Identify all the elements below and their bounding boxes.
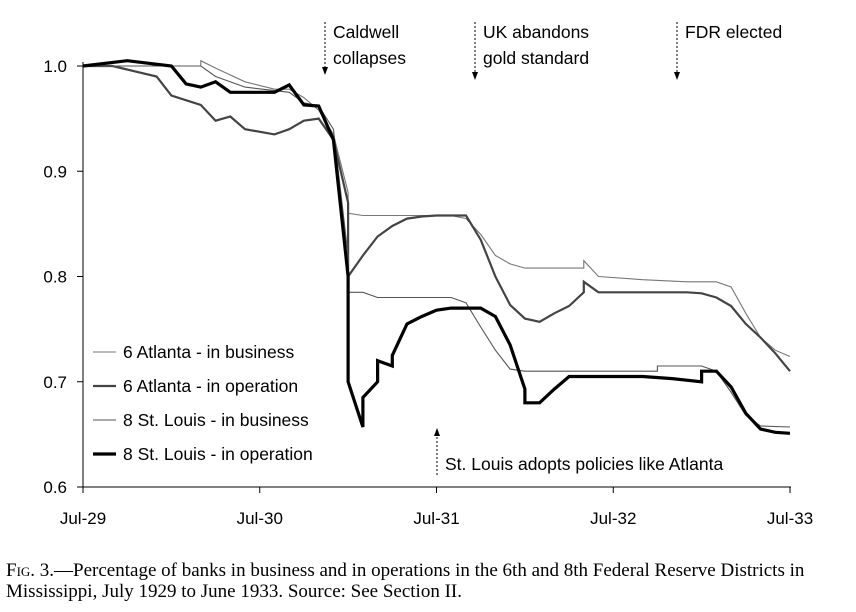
annotation-label: St. Louis adopts policies like Atlanta xyxy=(445,454,723,474)
x-tick-label: Jul-32 xyxy=(590,509,636,528)
y-tick-label: 0.7 xyxy=(43,373,67,392)
x-tick-label: Jul-33 xyxy=(767,509,813,528)
annotation-label: FDR elected xyxy=(685,22,782,42)
y-tick-label: 1.0 xyxy=(43,57,67,76)
y-tick-label: 0.9 xyxy=(43,162,67,181)
x-tick-label: Jul-30 xyxy=(237,509,283,528)
series-line-4 xyxy=(82,59,791,435)
annotation-arrowhead xyxy=(322,67,328,75)
annotation-label: gold standard xyxy=(483,48,589,68)
y-tick-label: 0.6 xyxy=(43,478,67,497)
y-tick-label: 0.8 xyxy=(43,268,67,287)
chart-series xyxy=(82,59,791,435)
legend-entry: 6 Atlanta - in business xyxy=(123,342,294,362)
annotation-arrowhead xyxy=(674,72,680,80)
annotation-label: collapses xyxy=(333,48,406,68)
annotation-arrowhead xyxy=(472,72,478,80)
series-line-1 xyxy=(83,59,791,358)
x-tick-label: Jul-31 xyxy=(413,509,459,528)
annotation-label: UK abandons xyxy=(483,22,589,42)
series-line-3 xyxy=(83,65,791,428)
chart-axes: 0.6 0.7 0.8 0.9 1.0 Jul-29 Jul-30 Jul-31 Jul-32 J… xyxy=(43,57,813,528)
chart-annotations: Caldwell collapses UK abandons gold standar… xyxy=(322,22,782,475)
caption-text: —Percentage of banks in business and in … xyxy=(6,560,805,602)
annotation-label: Caldwell xyxy=(333,22,399,42)
legend-entry: 8 St. Louis - in operation xyxy=(123,444,313,464)
legend-entry: 6 Atlanta - in operation xyxy=(123,376,298,396)
x-tick-label: Jul-29 xyxy=(60,509,106,528)
legend-entry: 8 St. Louis - in business xyxy=(123,410,309,430)
series-line-2 xyxy=(83,64,791,372)
figure-caption: Fig. 3.—Percentage of banks in business … xyxy=(6,560,852,602)
chart-legend: 6 Atlanta - in business 6 Atlanta - in op… xyxy=(93,342,313,464)
figure-number: Fig. 3. xyxy=(6,560,55,581)
line-chart: 0.6 0.7 0.8 0.9 1.0 Jul-29 Jul-30 Jul-31 Jul-32 J… xyxy=(43,22,813,528)
annotation-arrowhead xyxy=(434,428,440,436)
